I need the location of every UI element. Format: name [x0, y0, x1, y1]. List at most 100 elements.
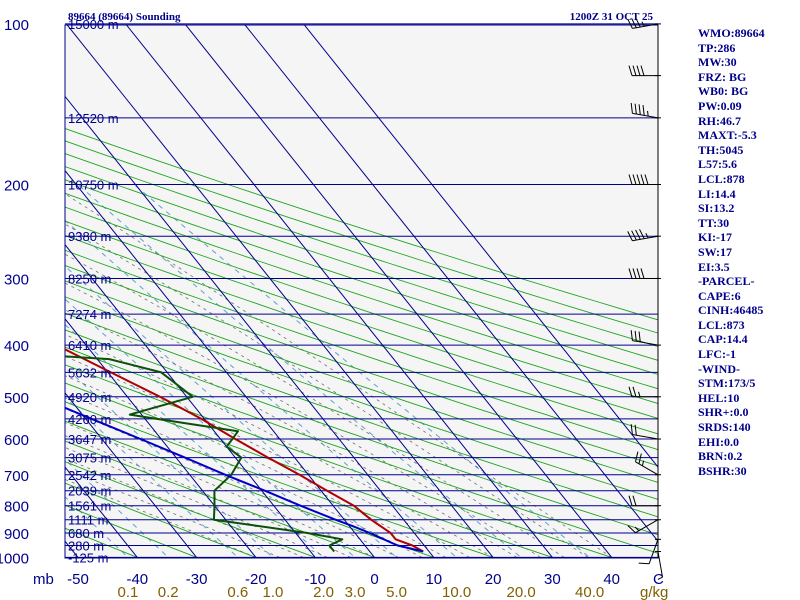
sounding-index: STM:173/5	[698, 376, 756, 391]
wind-barb	[638, 538, 661, 565]
pressure-tick-label: 700	[4, 468, 29, 485]
wind-barb	[630, 330, 661, 346]
sounding-index: FRZ: BG	[698, 69, 747, 84]
mixing-ratio-tick-label: 20.0	[507, 584, 536, 600]
mixing-ratio-tick-label: 0.2	[158, 584, 179, 600]
height-label: -125 m	[68, 550, 108, 565]
sounding-index: L57:5.6	[698, 157, 737, 172]
dewpoint-profile-line	[65, 355, 344, 553]
dry-adiabat-line	[65, 440, 378, 558]
height-label: 15000 m	[68, 17, 119, 32]
dry-adiabat-line	[65, 346, 658, 554]
dry-adiabat-line	[65, 127, 658, 321]
height-label: 12520 m	[68, 111, 119, 126]
mixing-ratio-line	[65, 323, 326, 558]
pressure-tick-label: 900	[4, 526, 29, 543]
temperature-profile-line	[65, 348, 424, 553]
mixing-ratio-line	[65, 298, 357, 558]
height-label: 280 m	[68, 539, 104, 554]
temperature-unit-label: C	[653, 571, 664, 588]
sounding-index: CAP:14.4	[698, 332, 748, 347]
sounding-index: WB0: BG	[698, 84, 749, 99]
sounding-index: PW:0.09	[698, 98, 742, 113]
dry-adiabat-line	[65, 329, 658, 536]
isotherm-line	[66, 25, 495, 558]
height-label: 5632 m	[68, 365, 111, 380]
sounding-index: BRN:0.2	[698, 449, 743, 464]
height-label: 1111 m	[68, 513, 108, 528]
temperature-tick-label: -30	[186, 571, 208, 588]
height-label: 7274 m	[68, 307, 111, 322]
pressure-tick-label: 800	[4, 499, 29, 516]
dry-adiabat-line	[65, 482, 259, 558]
wind-barb	[628, 174, 661, 185]
mixing-ratio-tick-labels: 0.1 0.2 0.6 1.0 2.0 3.0 5.0 10.0 20.0 40.0	[118, 584, 605, 600]
height-label: 2039 m	[68, 484, 111, 499]
dry-adiabat-line	[65, 527, 141, 558]
isotherm-line	[125, 25, 554, 558]
pressure-tick-labels: 100 200 300 400 500 600 700 800 900 1000	[0, 17, 29, 568]
isotherm-line	[65, 317, 257, 558]
parcel-path-line	[65, 406, 424, 553]
wind-barb	[655, 551, 664, 580]
isotherm-line	[65, 392, 198, 558]
dry-adiabat-line	[65, 504, 200, 558]
wind-barb	[628, 268, 661, 279]
moist-adiabats	[65, 193, 612, 558]
pressure-tick-label: 1000	[0, 550, 29, 567]
sounding-index: MW:30	[698, 55, 737, 70]
dry-adiabat-line	[65, 206, 658, 404]
sounding-index: RH:46.7	[698, 113, 741, 128]
sounding-index: LCL:878	[698, 171, 745, 186]
isotherm-line	[65, 466, 139, 558]
temperature-tick-label: -20	[245, 571, 267, 588]
pressure-tick-label: 500	[4, 390, 29, 407]
moist-adiabat-line	[65, 282, 541, 558]
sounding-index: EI:3.5	[698, 259, 730, 274]
mixing-ratio-unit-label: g/kg	[640, 584, 668, 600]
mixing-ratio-line	[133, 184, 592, 558]
mixing-ratio-tick-label: 1.0	[262, 584, 283, 600]
sounding-index: CINH:46485	[698, 303, 764, 318]
dry-adiabat-line	[65, 140, 658, 334]
height-label: 4920 m	[68, 390, 111, 405]
sounding-index: SW:17	[698, 244, 733, 259]
sounding-index: LFC:-1	[698, 347, 736, 362]
sounding-index: SHR+:0.0	[698, 405, 749, 420]
mixing-ratio-tick-label: 10.0	[442, 584, 471, 600]
dry-adiabat-line	[65, 401, 497, 558]
sounding-index: SI:13.2	[698, 201, 735, 216]
station-title: 89664 (89664) Sounding	[68, 11, 181, 23]
dry-adiabat-line	[65, 249, 658, 451]
dry-adiabat-line	[65, 179, 658, 375]
sounding-index: TT:30	[698, 215, 730, 230]
pressure-tick-label: 200	[4, 177, 29, 194]
moist-adiabat-line	[65, 435, 351, 558]
plot-background	[65, 25, 658, 558]
height-label: 8250 m	[68, 271, 111, 286]
isotherm-line	[65, 243, 317, 558]
temperature-tick-label: -50	[67, 571, 89, 588]
mixing-ratio-tick-label: 0.6	[227, 584, 248, 600]
sounding-index: LI:14.4	[698, 186, 736, 201]
wind-barbs	[627, 17, 664, 580]
mixing-ratio-tick-label: 40.0	[575, 584, 604, 600]
wind-barb	[627, 17, 661, 29]
moist-adiabat-line	[65, 333, 494, 558]
height-label: 3075 m	[68, 451, 111, 466]
temperature-tick-label: 40	[603, 571, 620, 588]
dry-adiabat-line	[65, 192, 658, 390]
dry-adiabat-line	[65, 280, 658, 483]
sounding-index: LCL:873	[698, 317, 745, 332]
isotherm-line	[185, 25, 613, 558]
pressure-tick-label: 300	[4, 271, 29, 288]
isotherm-line	[65, 169, 376, 558]
mixing-ratio-line	[77, 184, 523, 558]
sounding-profiles	[65, 348, 424, 553]
sounding-index: KI:-17	[698, 230, 732, 245]
sounding-index: MAXT:-5.3	[698, 128, 757, 143]
mixing-ratio-line	[65, 366, 275, 558]
moist-adiabat-line	[65, 193, 612, 558]
height-label: 6410 m	[68, 338, 111, 353]
